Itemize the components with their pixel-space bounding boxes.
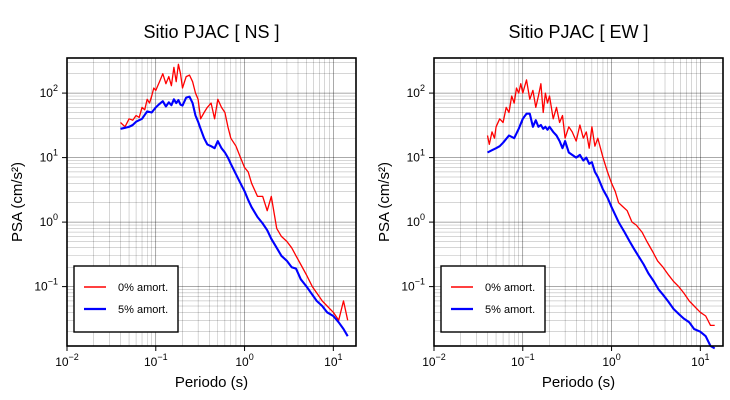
legend: 0% amort. 5% amort.	[440, 265, 546, 333]
y-tick-label: 102	[40, 83, 58, 100]
x-tick-label: 100	[602, 352, 620, 369]
x-tick-label: 101	[324, 352, 342, 369]
y-axis-title: PSA (cm/s²)	[376, 162, 393, 242]
y-tick-label: 101	[407, 148, 425, 165]
y-tick-label: 10−1	[401, 277, 425, 294]
chart-panel-2: 10−2 10−1 100 101 10−1 100 101 102 Sitio PJAC [ …	[376, 22, 724, 391]
x-tick-label: 10−2	[422, 352, 446, 369]
grid	[66, 58, 356, 346]
y-axis-title: PSA (cm/s²)	[9, 162, 26, 242]
x-axis-title: Periodo (s)	[542, 374, 615, 391]
legend-label: 0% amort.	[118, 282, 168, 294]
grid	[433, 58, 723, 346]
legend: 0% amort. 5% amort.	[73, 265, 179, 333]
y-tick-label: 102	[407, 83, 425, 100]
legend-label: 0% amort.	[485, 282, 535, 294]
x-tick-label: 10−1	[144, 352, 168, 369]
chart-title: Sitio PJAC [ NS ]	[143, 22, 279, 42]
series-line-undamped	[120, 63, 349, 321]
x-tick-label: 100	[235, 352, 253, 369]
legend-box	[73, 265, 179, 333]
y-tick-label: 100	[40, 212, 58, 229]
x-axis-title: Periodo (s)	[175, 374, 248, 391]
y-tick-label: 100	[407, 212, 425, 229]
series-line-damped	[120, 95, 349, 337]
x-tick-label: 101	[691, 352, 709, 369]
y-tick-label: 101	[40, 148, 58, 165]
y-tick-label: 10−1	[34, 277, 58, 294]
x-tick-label: 10−1	[511, 352, 535, 369]
plot-frame	[66, 57, 357, 347]
series-line-damped	[487, 112, 716, 350]
x-tick-label: 10−2	[55, 352, 79, 369]
chart-title: Sitio PJAC [ EW ]	[508, 22, 648, 42]
plot-frame	[433, 57, 724, 347]
series-line-undamped	[486, 79, 715, 327]
chart-panel-1: 10−2 10−1 100 101 10−1 100 101 102 Sitio PJAC [ …	[9, 22, 357, 391]
legend-label: 5% amort.	[485, 304, 535, 316]
legend-label: 5% amort.	[118, 304, 168, 316]
legend-box	[440, 265, 546, 333]
